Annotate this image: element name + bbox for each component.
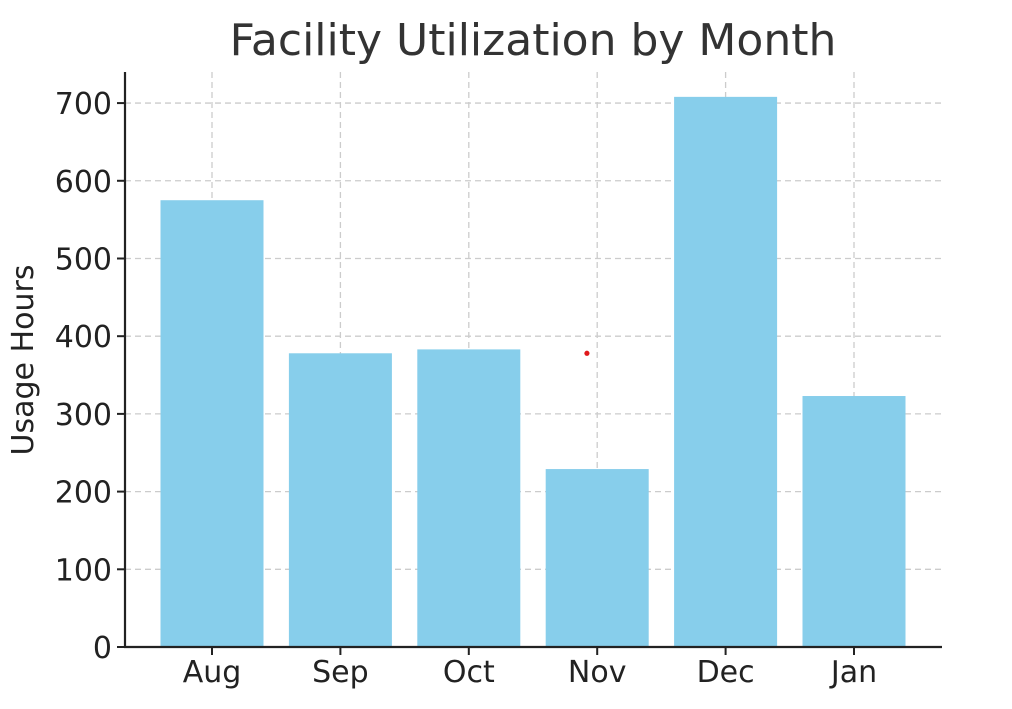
- y-tick-label: 300: [55, 398, 112, 433]
- bar-oct: [417, 349, 521, 647]
- bar-nov: [545, 469, 649, 647]
- x-tick-label: Aug: [183, 655, 242, 690]
- x-tick-label: Oct: [443, 655, 495, 690]
- bar-dec: [674, 96, 778, 647]
- y-tick-label: 200: [55, 476, 112, 511]
- bar-aug: [160, 200, 264, 647]
- y-tick-label: 600: [55, 165, 112, 200]
- x-tick-label: Nov: [568, 655, 627, 690]
- chart-title: Facility Utilization by Month: [230, 15, 837, 66]
- y-tick-label: 400: [55, 320, 112, 355]
- bar-jan: [802, 396, 906, 647]
- bar-sep: [288, 353, 392, 647]
- x-tick-label: Jan: [829, 655, 877, 690]
- y-tick-label: 0: [93, 631, 112, 666]
- y-tick-label: 500: [55, 242, 112, 277]
- y-tick-label: 100: [55, 553, 112, 588]
- bars: [160, 96, 906, 647]
- axes: [123, 72, 942, 649]
- marker-point: [584, 350, 590, 356]
- annotations: [584, 350, 590, 356]
- x-tick-label: Dec: [697, 655, 755, 690]
- x-tick-label: Sep: [312, 655, 369, 690]
- y-tick-label: 700: [55, 87, 112, 122]
- ticks: 0 100 200 300 400 500 600 700 Aug Sep Oct Nov Dec Jan: [55, 87, 877, 690]
- y-axis-label: Usage Hours: [6, 265, 41, 456]
